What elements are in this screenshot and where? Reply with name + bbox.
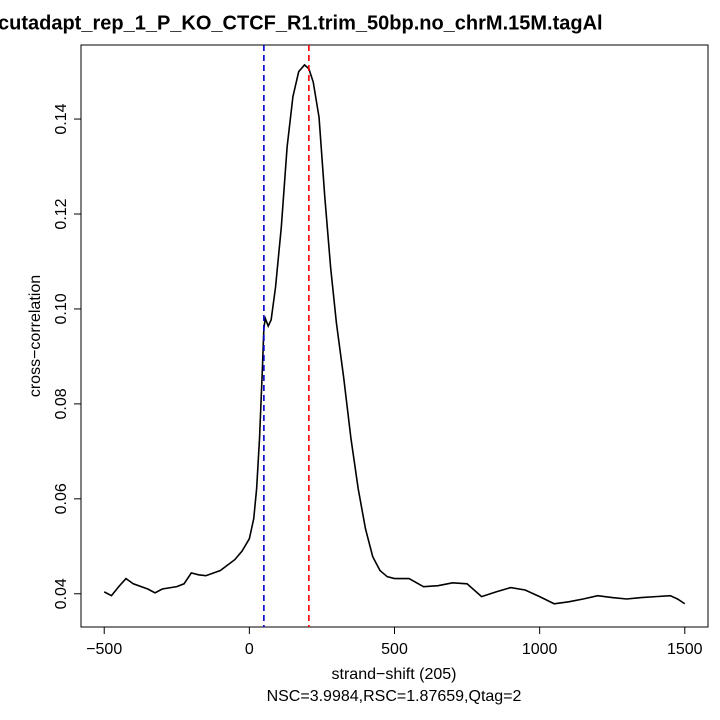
x-tick-label: 1000 (522, 641, 558, 658)
y-tick-label: 0.06 (53, 483, 70, 514)
x-tick-label: 500 (381, 641, 408, 658)
subtitle: NSC=3.9984,RSC=1.87659,Qtag=2 (267, 688, 522, 705)
y-tick-label: 0.10 (53, 293, 70, 324)
y-axis-label: cross−correlation (27, 275, 44, 397)
x-tick-label: −500 (86, 641, 122, 658)
x-axis-label: strand−shift (205) (332, 666, 457, 683)
y-tick-label: 0.14 (53, 103, 70, 134)
x-tick-label: 1500 (667, 641, 703, 658)
plot-frame (80, 44, 709, 628)
y-tick-label: 0.04 (53, 578, 70, 609)
y-tick-label: 0.08 (53, 388, 70, 419)
x-tick-label: 0 (245, 641, 254, 658)
data-line (103, 63, 686, 605)
y-tick-label: 0.12 (53, 198, 70, 229)
chart-title: cutadapt_rep_1_P_KO_CTCF_R1.trim_50bp.no… (0, 12, 603, 34)
